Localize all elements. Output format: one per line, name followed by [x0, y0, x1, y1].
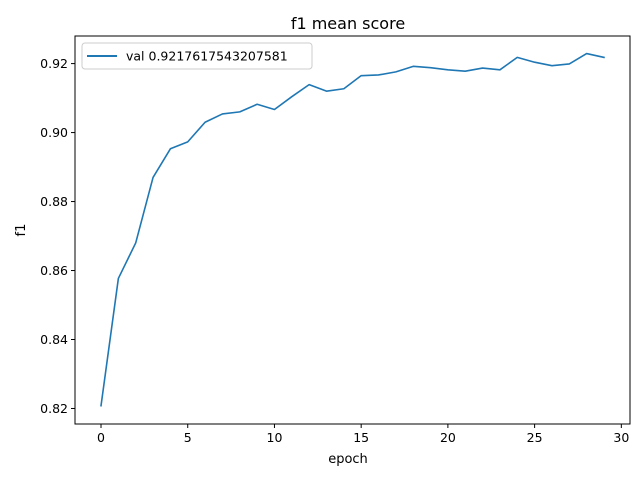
y-tick-label: 0.92: [40, 56, 68, 71]
series-line: [100, 52, 605, 407]
x-tick-label: 15: [353, 430, 369, 445]
y-tick-label: 0.84: [40, 332, 68, 347]
y-tick-label: 0.86: [40, 263, 68, 278]
x-tick-label: 20: [440, 430, 456, 445]
legend: val 0.9217617543207581: [81, 42, 313, 70]
series-group: [100, 52, 605, 407]
y-tick-label: 0.90: [40, 125, 68, 140]
y-tick-label: 0.88: [40, 194, 68, 209]
x-axis-label: epoch: [328, 452, 368, 467]
x-tick-label: 10: [267, 430, 283, 445]
y-axis-label: f1: [14, 224, 29, 237]
plot-frame: [74, 35, 631, 425]
x-tick-label: 5: [184, 430, 192, 445]
x-tick-label: 30: [613, 430, 629, 445]
legend-label: val 0.9217617543207581: [126, 49, 288, 64]
legend-box: [81, 42, 313, 70]
x-tick-label: 0: [97, 430, 105, 445]
y-axis: 0.82 0.84 0.86 0.88 0.90 0.92: [40, 56, 75, 416]
y-tick-label: 0.82: [40, 401, 68, 416]
chart-title: f1 mean score: [291, 14, 405, 33]
x-tick-label: 25: [527, 430, 543, 445]
x-axis: 0 5 10 15 20 25 30: [97, 424, 629, 445]
